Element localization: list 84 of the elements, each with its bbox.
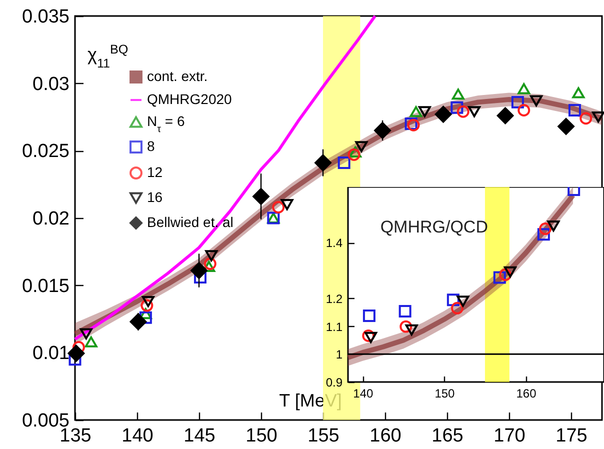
- point: [558, 118, 574, 135]
- point: [355, 141, 368, 152]
- point: [84, 336, 98, 348]
- point: [450, 101, 464, 114]
- point: [407, 118, 420, 132]
- point: [80, 328, 92, 340]
- y-tick-label: 1: [336, 348, 343, 362]
- y-tick-label: 1.4: [326, 236, 343, 250]
- point: [511, 96, 524, 108]
- x-tick-label: 175: [556, 426, 588, 446]
- point: [139, 311, 152, 324]
- point: [405, 324, 418, 336]
- point: [539, 222, 552, 236]
- point: [348, 148, 360, 161]
- point: [568, 104, 581, 117]
- point: [537, 228, 550, 241]
- y-tick-label: 0.025: [22, 141, 70, 162]
- point: [547, 220, 560, 232]
- point: [280, 198, 294, 210]
- point: [580, 112, 592, 125]
- point: [493, 271, 506, 284]
- legend-label: QMHRG2020: [147, 91, 232, 107]
- point: [446, 294, 460, 306]
- y-tick-label: 0.035: [22, 6, 70, 28]
- legend-label: 8: [147, 138, 155, 154]
- x-tick-label: 155: [308, 426, 340, 446]
- legend-label: cont. extr.: [147, 68, 208, 84]
- point: [499, 268, 512, 281]
- point: [140, 299, 154, 312]
- point: [456, 105, 470, 118]
- x-tick-label: 160: [516, 386, 537, 400]
- y-tick-label: 0.01: [32, 343, 70, 364]
- point: [348, 146, 362, 158]
- y-tick-label: 1.2: [326, 292, 343, 306]
- point: [362, 330, 375, 342]
- point: [452, 88, 464, 100]
- point: [374, 122, 391, 139]
- point: [572, 87, 585, 98]
- point: [518, 104, 530, 116]
- point: [362, 309, 376, 322]
- x-tick-label: 150: [246, 426, 278, 446]
- legend-label: 12: [147, 164, 163, 180]
- point: [272, 200, 285, 214]
- point: [592, 111, 604, 123]
- point: [190, 262, 208, 279]
- point: [142, 296, 154, 308]
- point: [398, 305, 412, 318]
- point: [418, 106, 431, 118]
- y-tick-label: 0.02: [32, 208, 70, 230]
- x-axis-title: T [MeV]: [279, 390, 342, 410]
- point: [530, 95, 543, 106]
- point: [338, 156, 350, 170]
- point: [518, 83, 530, 94]
- point: [496, 107, 514, 124]
- y-tick-label: 0.03: [32, 74, 70, 95]
- legend-label: Bellwied et. al: [147, 214, 234, 230]
- point: [364, 332, 378, 343]
- line-series: [74, 14, 377, 341]
- x-tick-label: 165: [432, 426, 464, 446]
- x-tick-label: 140: [353, 386, 374, 400]
- point: [130, 313, 147, 330]
- x-tick-label: 160: [370, 426, 402, 446]
- y-tick-label: 0.015: [22, 276, 70, 297]
- point: [68, 344, 85, 362]
- x-tick-label: 150: [434, 386, 456, 400]
- x-tick-label: 170: [494, 426, 526, 446]
- legend-label: 16: [147, 189, 163, 205]
- point: [434, 106, 452, 123]
- point: [451, 302, 464, 314]
- point: [456, 296, 470, 307]
- point: [314, 154, 332, 172]
- point: [468, 106, 481, 118]
- y-tick-label: 0.9: [326, 376, 343, 390]
- point: [504, 266, 516, 278]
- x-tick-label: 145: [184, 426, 216, 446]
- point: [410, 106, 422, 118]
- legend-label: N$_{τ}$ = 6: [147, 113, 185, 134]
- point: [194, 271, 206, 284]
- point: [205, 250, 218, 262]
- point: [404, 117, 418, 130]
- point: [252, 188, 270, 205]
- x-tick-label: 140: [122, 426, 154, 446]
- point: [400, 320, 412, 333]
- y-tick-label: 1.1: [326, 320, 343, 334]
